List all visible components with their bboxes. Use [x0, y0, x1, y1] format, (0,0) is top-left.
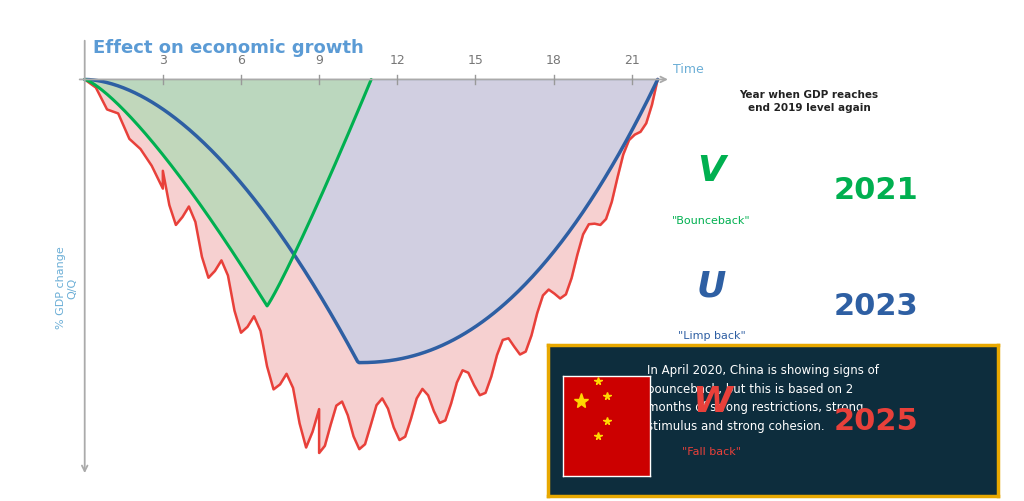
Text: 15: 15 — [467, 54, 483, 67]
Text: In April 2020, China is showing signs of
bounceback, but this is based on 2
mont: In April 2020, China is showing signs of… — [647, 364, 879, 432]
Text: 6: 6 — [237, 54, 245, 67]
Text: "Fall back": "Fall back" — [682, 446, 741, 456]
Text: W: W — [692, 384, 731, 418]
Text: V: V — [697, 153, 726, 187]
Text: 2021: 2021 — [834, 176, 918, 205]
Text: % GDP change
Q/Q: % GDP change Q/Q — [55, 246, 77, 329]
Text: 3: 3 — [159, 54, 167, 67]
Text: 9: 9 — [315, 54, 323, 67]
Text: Time: Time — [674, 63, 705, 76]
Text: Effect on economic growth: Effect on economic growth — [92, 39, 364, 57]
Text: "Bounceback": "Bounceback" — [673, 215, 751, 225]
Text: 12: 12 — [389, 54, 406, 67]
Text: Year when GDP reaches
end 2019 level again: Year when GDP reaches end 2019 level aga… — [739, 90, 879, 113]
Text: 2023: 2023 — [834, 291, 918, 320]
Text: 21: 21 — [624, 54, 640, 67]
Text: U: U — [697, 269, 726, 303]
Text: 18: 18 — [546, 54, 561, 67]
Text: "Limp back": "Limp back" — [678, 331, 745, 341]
Text: 2025: 2025 — [834, 406, 918, 435]
